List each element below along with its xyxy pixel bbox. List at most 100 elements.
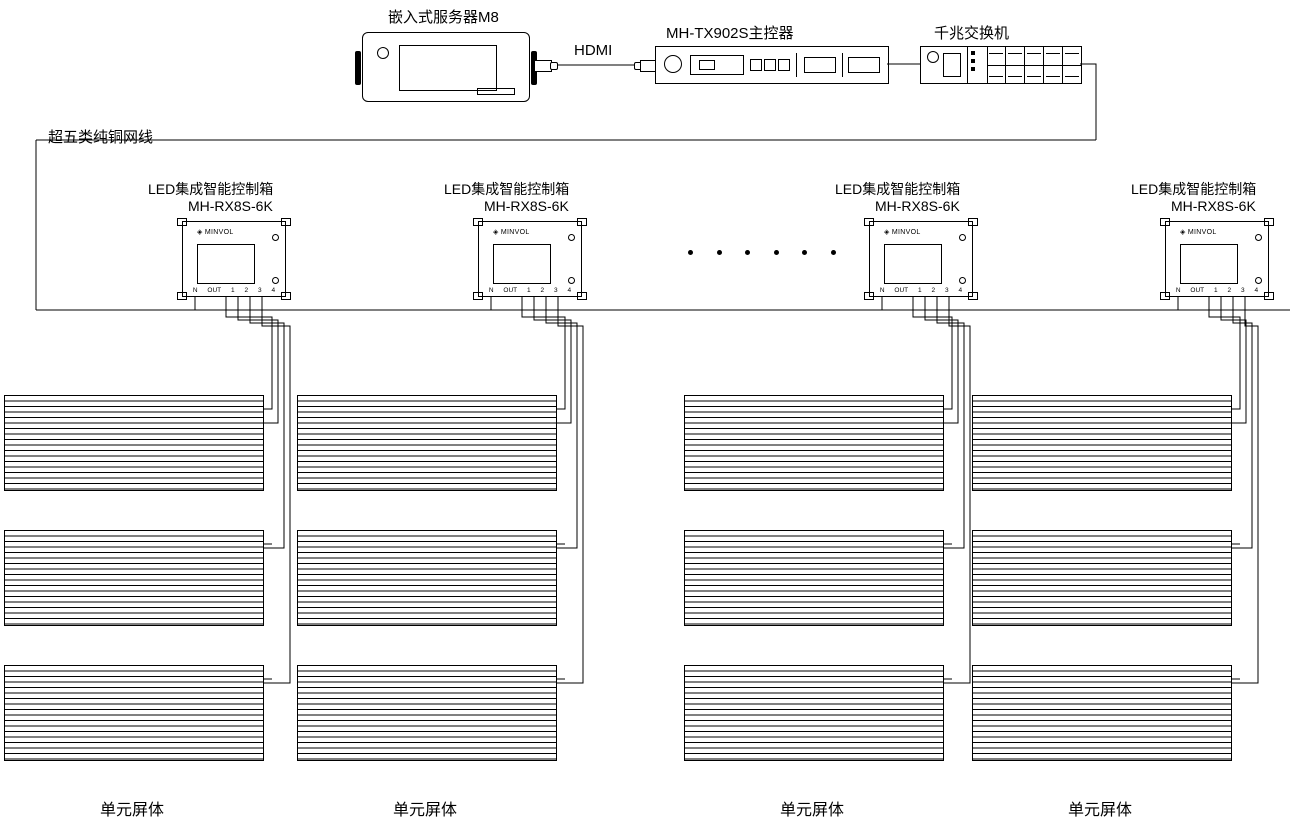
- mount-bracket-icon: [864, 218, 874, 226]
- server-title: 嵌入式服务器M8: [388, 6, 499, 27]
- brand-label: ◈ MINVOL: [884, 228, 921, 236]
- port-labels: NOUT1234: [870, 287, 972, 294]
- rj45-port-icon: [987, 47, 1005, 65]
- diagram-stage: 嵌入式服务器M8 HDMI MH-TX902S主控器 千兆交换机 超五类纯铜网线: [0, 0, 1302, 818]
- led-controller-model: MH-RX8S-6K: [484, 198, 569, 214]
- screw-hole-icon: [1255, 234, 1262, 241]
- mount-bracket-icon: [1264, 218, 1274, 226]
- led-unit-panel: [297, 395, 557, 491]
- rj45-port-icon: [1062, 65, 1081, 83]
- led-controller-title: LED集成智能控制箱: [1131, 179, 1256, 199]
- screw-hole-icon: [568, 234, 575, 241]
- rj45-port-icon: [1043, 47, 1062, 65]
- unit-panel-label: 单元屏体: [780, 796, 844, 820]
- dot-icon: [971, 59, 975, 63]
- unit-panel-label: 单元屏体: [1068, 796, 1132, 820]
- cable-type-label: 超五类纯铜网线: [48, 126, 153, 147]
- hdmi-plug-right: [640, 60, 656, 72]
- controller-slot-2: [848, 57, 880, 73]
- led-unit-panel: [684, 530, 944, 626]
- brand-label: ◈ MINVOL: [493, 228, 530, 236]
- mount-bracket-icon: [577, 218, 587, 226]
- rj45-port-icon: [1062, 47, 1081, 65]
- mount-bracket-icon: [177, 218, 187, 226]
- led-unit-panel: [297, 665, 557, 761]
- switch-face-left: [921, 47, 968, 83]
- segment-divider-icon: [842, 53, 843, 77]
- led-controller-model: MH-RX8S-6K: [188, 198, 273, 214]
- embedded-server-m8: [362, 32, 530, 102]
- server-io-strip: [477, 88, 515, 95]
- brand-label: ◈ MINVOL: [1180, 228, 1217, 236]
- led-controller-box: ◈ MINVOL NOUT1234: [869, 221, 973, 297]
- controller-slot-1: [804, 57, 836, 73]
- switch-ports-row-bot: [987, 65, 1081, 83]
- main-controller-tx902s: [655, 46, 889, 84]
- led-controller-model: MH-RX8S-6K: [875, 198, 960, 214]
- switch-panel-icon: [943, 53, 961, 77]
- mount-bracket-icon: [473, 218, 483, 226]
- switch-title: 千兆交换机: [934, 22, 1009, 43]
- switch-face-mid: [967, 47, 988, 83]
- segment-divider-icon: [796, 53, 797, 77]
- mount-bracket-icon: [968, 218, 978, 226]
- rj45-port-icon: [1005, 47, 1024, 65]
- port-labels: NOUT1234: [479, 287, 581, 294]
- switch-ports: [987, 47, 1081, 83]
- gigabit-switch: [920, 46, 1082, 84]
- unit-panel-label: 单元屏体: [100, 796, 164, 820]
- screw-hole-icon: [1255, 277, 1262, 284]
- port-labels: NOUT1234: [1166, 287, 1268, 294]
- rj45-port-icon: [987, 65, 1005, 83]
- screw-hole-icon: [272, 277, 279, 284]
- led-controller-title: LED集成智能控制箱: [148, 179, 273, 199]
- hdmi-label: HDMI: [574, 42, 612, 59]
- nav-button-1: [750, 59, 762, 71]
- led-unit-panel: [4, 530, 264, 626]
- port-labels: NOUT1234: [183, 287, 285, 294]
- led-controller-model: MH-RX8S-6K: [1171, 198, 1256, 214]
- led-controller-title: LED集成智能控制箱: [835, 179, 960, 199]
- switch-indicator-icon: [927, 51, 939, 63]
- nav-button-3: [778, 59, 790, 71]
- dot-icon: [971, 51, 975, 55]
- rj45-port-icon: [1043, 65, 1062, 83]
- power-button-icon: [664, 55, 682, 73]
- led-controller-title: LED集成智能控制箱: [444, 179, 569, 199]
- led-unit-panel: [4, 395, 264, 491]
- controller-screen: [197, 244, 255, 284]
- controller-screen: [884, 244, 942, 284]
- dot-icon: [971, 67, 975, 71]
- mount-bracket-icon: [1160, 218, 1170, 226]
- led-unit-panel: [972, 530, 1232, 626]
- rj45-port-icon: [1024, 47, 1043, 65]
- led-controller-box: ◈ MINVOL NOUT1234: [182, 221, 286, 297]
- led-unit-panel: [4, 665, 264, 761]
- controller-screen: [493, 244, 551, 284]
- led-controller-box: ◈ MINVOL NOUT1234: [478, 221, 582, 297]
- brand-label: ◈ MINVOL: [197, 228, 234, 236]
- led-unit-panel: [684, 395, 944, 491]
- switch-ports-row-top: [987, 47, 1081, 66]
- led-unit-panel: [972, 395, 1232, 491]
- screw-hole-icon: [959, 277, 966, 284]
- unit-panel-label: 单元屏体: [393, 796, 457, 820]
- screw-hole-icon: [959, 234, 966, 241]
- controller-lcd: [690, 55, 744, 75]
- screw-hole-icon: [272, 234, 279, 241]
- server-screen: [399, 45, 497, 91]
- rj45-port-icon: [1024, 65, 1043, 83]
- ellipsis-dots-icon: [688, 250, 836, 255]
- led-unit-panel: [297, 530, 557, 626]
- controller-screen: [1180, 244, 1238, 284]
- maincontroller-title: MH-TX902S主控器: [666, 22, 794, 43]
- power-led-icon: [377, 47, 389, 59]
- screw-hole-icon: [568, 277, 575, 284]
- led-unit-panel: [684, 665, 944, 761]
- led-controller-box: ◈ MINVOL NOUT1234: [1165, 221, 1269, 297]
- rj45-port-icon: [1005, 65, 1024, 83]
- hdmi-tip-left: [550, 62, 558, 70]
- mount-bracket-icon: [281, 218, 291, 226]
- nav-button-2: [764, 59, 776, 71]
- led-unit-panel: [972, 665, 1232, 761]
